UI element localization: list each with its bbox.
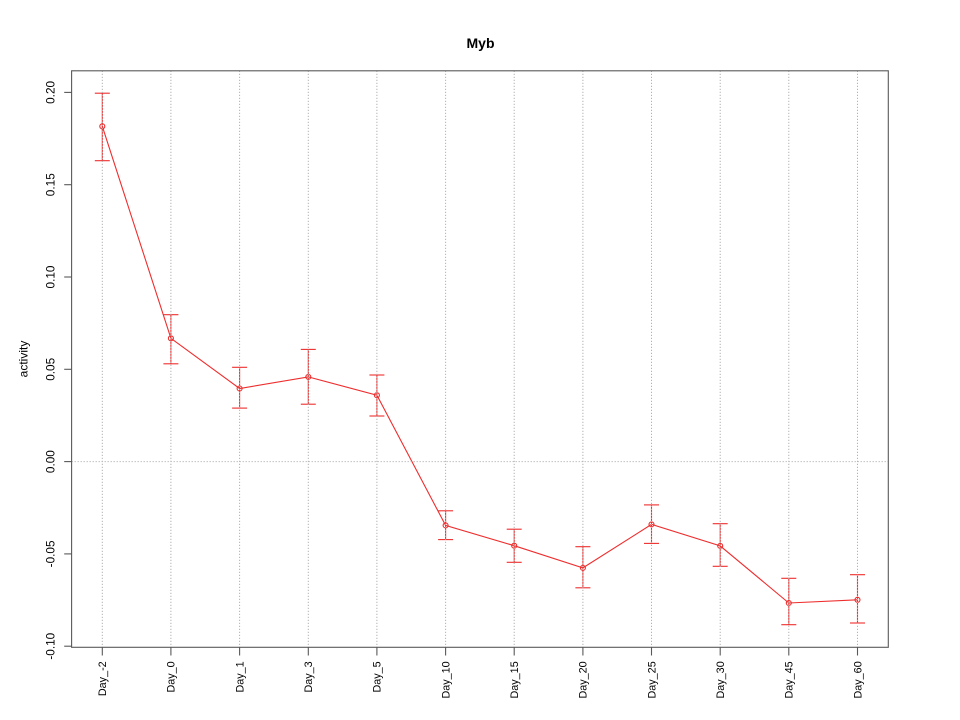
svg-text:Day_0: Day_0 <box>166 661 178 692</box>
svg-text:Day_-2: Day_-2 <box>97 661 109 696</box>
svg-text:-0.10: -0.10 <box>43 632 57 659</box>
svg-text:Day_10: Day_10 <box>440 661 452 698</box>
svg-text:0.00: 0.00 <box>43 450 57 473</box>
svg-text:activity: activity <box>17 341 31 378</box>
svg-text:Day_60: Day_60 <box>852 661 864 698</box>
svg-text:0.15: 0.15 <box>43 173 57 196</box>
svg-text:-0.05: -0.05 <box>43 540 57 567</box>
svg-text:Day_5: Day_5 <box>372 661 384 692</box>
svg-text:0.05: 0.05 <box>43 357 57 380</box>
svg-text:Day_20: Day_20 <box>578 661 590 698</box>
svg-text:Day_15: Day_15 <box>509 661 521 698</box>
svg-text:0.10: 0.10 <box>43 265 57 288</box>
svg-text:Day_1: Day_1 <box>234 661 246 692</box>
svg-text:Day_30: Day_30 <box>715 661 727 698</box>
svg-text:Day_25: Day_25 <box>646 661 658 698</box>
svg-text:Day_3: Day_3 <box>303 661 315 692</box>
svg-text:0.20: 0.20 <box>43 80 57 103</box>
svg-text:Myb: Myb <box>467 35 495 51</box>
svg-text:Day_45: Day_45 <box>784 661 796 698</box>
